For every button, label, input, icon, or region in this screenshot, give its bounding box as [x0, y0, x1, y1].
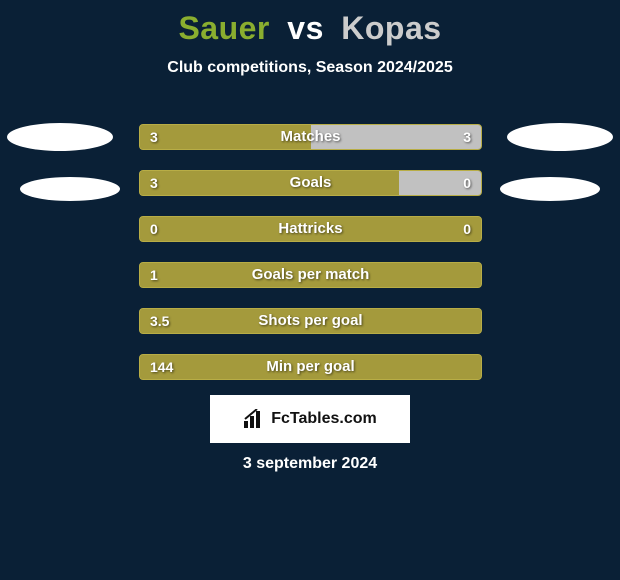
date-text: 3 september 2024 [0, 455, 620, 473]
stat-bar: Min per goal144 [139, 354, 482, 380]
stat-bar: Matches3 3 [139, 124, 482, 150]
stat-bar: Shots per goal3.5 [139, 308, 482, 334]
stat-bar-label: Min per goal [140, 355, 481, 379]
comparison-title: Sauer vs Kopas [0, 0, 620, 47]
stat-bar-value-left: 3 [150, 125, 158, 149]
stat-bar-value-left: 144 [150, 355, 173, 379]
stat-bar: Goals3 0 [139, 170, 482, 196]
brand-chart-icon [243, 409, 265, 429]
vs-separator: vs [287, 10, 324, 46]
player1-placeholder-1 [7, 123, 113, 151]
subtitle: Club competitions, Season 2024/2025 [0, 59, 620, 77]
stat-bar: Goals per match1 [139, 262, 482, 288]
player2-placeholder-1 [507, 123, 613, 151]
brand-box: FcTables.com [210, 395, 410, 443]
stat-bar-value-left: 3 [150, 171, 158, 195]
stat-bar-value-left: 1 [150, 263, 158, 287]
stat-bar-value-right: 0 [463, 171, 471, 195]
stat-bar-value-right: 0 [463, 217, 471, 241]
stat-bar-label: Hattricks [140, 217, 481, 241]
stat-bar-label: Matches [140, 125, 481, 149]
stat-bar-label: Goals [140, 171, 481, 195]
brand-text: FcTables.com [271, 410, 377, 428]
player1-placeholder-2 [20, 177, 120, 201]
stat-bar-label: Shots per goal [140, 309, 481, 333]
player1-name: Sauer [178, 10, 269, 46]
stat-bar: Hattricks0 0 [139, 216, 482, 242]
player2-placeholder-2 [500, 177, 600, 201]
stat-bar-value-left: 3.5 [150, 309, 169, 333]
stat-bar-value-left: 0 [150, 217, 158, 241]
stats-bars: Matches33Goals30Hattricks00Goals per mat… [139, 124, 482, 400]
stat-bar-label: Goals per match [140, 263, 481, 287]
player2-name: Kopas [341, 10, 441, 46]
stat-bar-value-right: 3 [463, 125, 471, 149]
